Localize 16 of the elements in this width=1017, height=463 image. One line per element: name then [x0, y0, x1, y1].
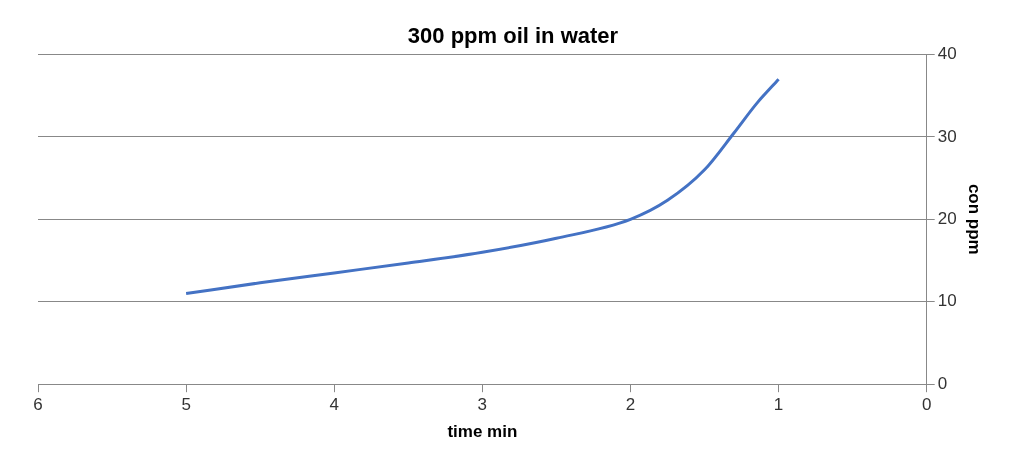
x-tick-label: 1 [773, 395, 784, 415]
chart-title: 300 ppm oil in water [407, 23, 619, 49]
line-series [184, 77, 781, 296]
x-tick-label: 5 [181, 395, 191, 415]
y-tick-label: 40 [937, 44, 957, 64]
y-tick-label: 20 [937, 208, 957, 228]
x-tick-label: 2 [625, 395, 636, 415]
y-tick-label: 30 [937, 126, 957, 146]
x-tick-label: 6 [33, 395, 43, 415]
x-axis-title: time min [447, 422, 518, 442]
y-tick-label: 0 [937, 373, 948, 393]
y-axis-title: con ppm [965, 183, 985, 255]
y-tick-label: 10 [937, 291, 957, 311]
x-tick-label: 4 [329, 395, 339, 415]
x-tick-label: 3 [477, 395, 488, 415]
x-tick-label: 0 [921, 395, 932, 415]
